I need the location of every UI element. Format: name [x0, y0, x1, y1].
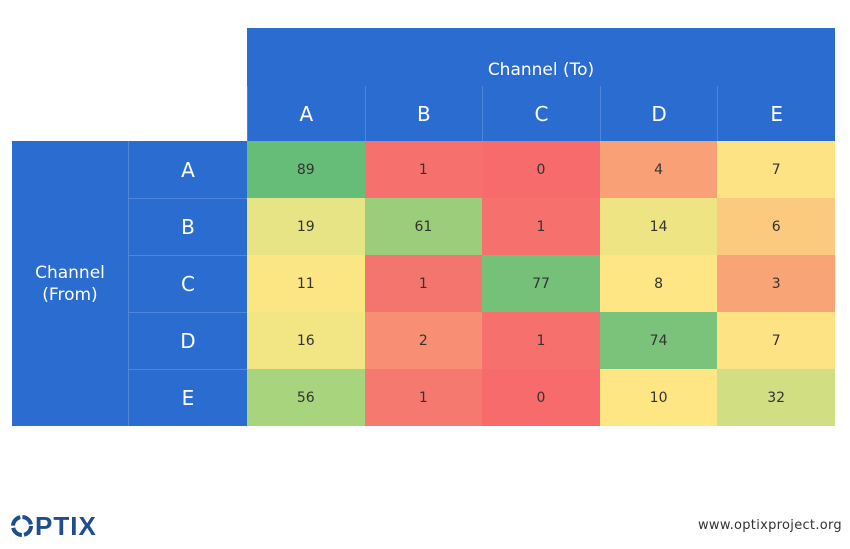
to-header-block	[247, 28, 835, 141]
optix-o-icon	[11, 515, 33, 537]
y-axis-title-line-1: Channel	[35, 262, 105, 283]
column-header-d: D	[599, 86, 718, 141]
heatmap-cell-d-c: 1	[482, 312, 600, 369]
heatmap-cell-c-c: 77	[482, 255, 600, 312]
column-header-b: B	[364, 86, 483, 141]
heatmap-cell-c-d: 8	[599, 255, 718, 312]
y-axis-title: Channel (From)	[12, 141, 129, 426]
heatmap-cell-c-b: 1	[364, 255, 483, 312]
heatmap-cell-e-c: 0	[482, 369, 600, 426]
heatmap-cell-a-d: 4	[599, 141, 718, 198]
heatmap-cell-a-b: 1	[364, 141, 483, 198]
row-header-c: C	[129, 255, 247, 312]
row-header-d: D	[129, 312, 247, 369]
column-header-c: C	[482, 86, 600, 141]
heatmap-cell-b-a: 19	[247, 198, 365, 255]
heatmap-cell-d-a: 16	[247, 312, 365, 369]
heatmap-cell-c-e: 3	[717, 255, 835, 312]
heatmap-cell-a-a: 89	[247, 141, 365, 198]
logo-text: PTIX	[35, 510, 97, 541]
heatmap-cell-d-d: 74	[599, 312, 718, 369]
row-header-b: B	[129, 198, 247, 255]
heatmap-cell-e-d: 10	[599, 369, 718, 426]
heatmap-cell-a-e: 7	[717, 141, 835, 198]
heatmap-cell-c-a: 11	[247, 255, 365, 312]
heatmap-cell-a-c: 0	[482, 141, 600, 198]
x-axis-title: Channel (To)	[487, 60, 595, 80]
website-url: www.optixproject.org	[697, 518, 842, 533]
column-header-e: E	[717, 86, 835, 141]
heatmap-cell-d-b: 2	[364, 312, 483, 369]
heatmap-cell-b-e: 6	[717, 198, 835, 255]
y-axis-title-line-2: (From)	[42, 284, 98, 305]
heatmap-cell-e-a: 56	[247, 369, 365, 426]
heatmap-cell-e-b: 1	[364, 369, 483, 426]
heatmap-cell-b-c: 1	[482, 198, 600, 255]
heatmap-cell-b-b: 61	[364, 198, 483, 255]
heatmap-cell-d-e: 7	[717, 312, 835, 369]
row-header-e: E	[129, 369, 247, 426]
heatmap-cell-b-d: 14	[599, 198, 718, 255]
from-header-block	[12, 141, 247, 426]
optix-logo: PTIX	[10, 510, 97, 542]
heatmap-cell-e-e: 32	[717, 369, 835, 426]
row-header-a: A	[181, 157, 195, 182]
column-header-a: A	[247, 86, 365, 141]
